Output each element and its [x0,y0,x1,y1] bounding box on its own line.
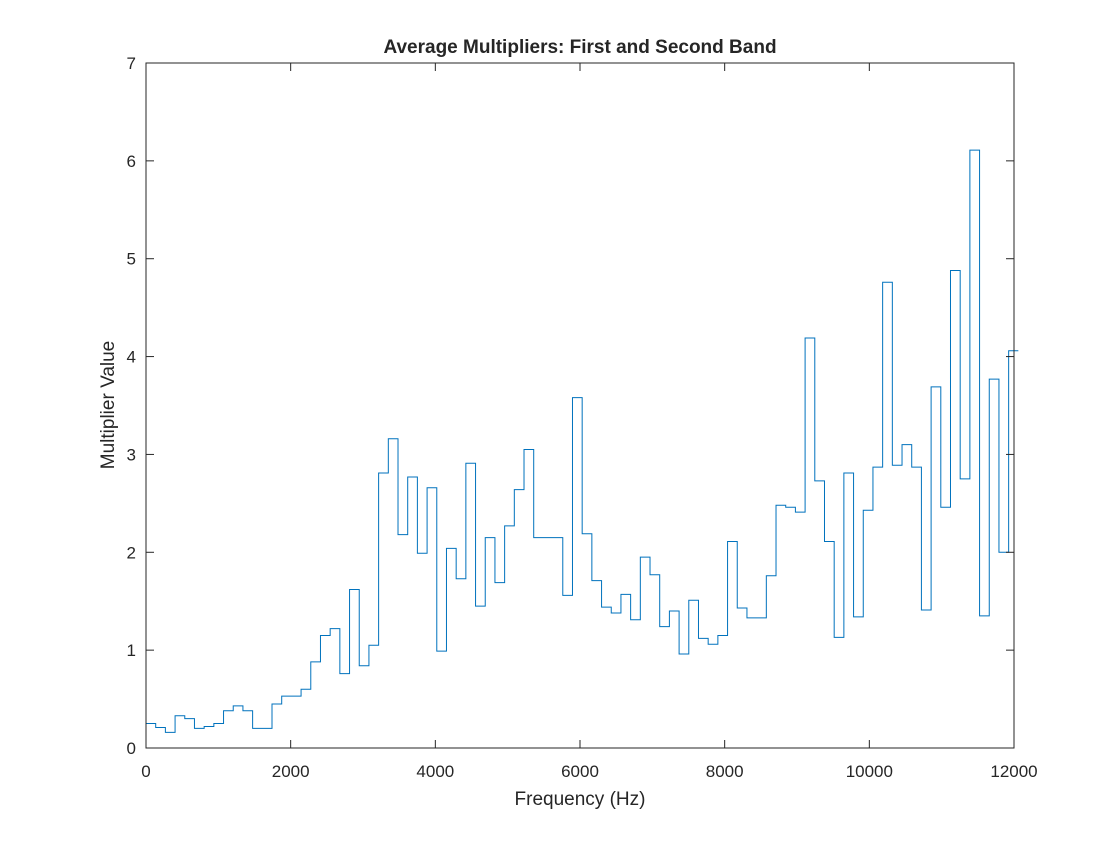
chart-title: Average Multipliers: First and Second Ba… [383,37,776,58]
y-tick-label: 3 [127,445,136,464]
y-tick-label: 6 [127,152,136,171]
x-tick-label: 8000 [706,762,744,781]
x-tick-label: 6000 [561,762,599,781]
y-tick-label: 5 [127,250,136,269]
y-tick-label: 4 [127,348,136,367]
x-tick-label: 12000 [990,762,1037,781]
x-tick-label: 0 [141,762,150,781]
y-tick-label: 2 [127,543,136,562]
y-tick-label: 0 [127,739,136,758]
x-tick-label: 2000 [272,762,310,781]
y-tick-label: 1 [127,641,136,660]
y-axis-label: Multiplier Value [98,341,119,469]
series-line [146,149,1019,733]
x-axis-label: Frequency (Hz) [515,789,646,810]
axes-box [145,62,1015,749]
x-tick-label: 10000 [846,762,893,781]
x-tick-label: 4000 [416,762,454,781]
y-tick-label: 7 [127,54,136,73]
